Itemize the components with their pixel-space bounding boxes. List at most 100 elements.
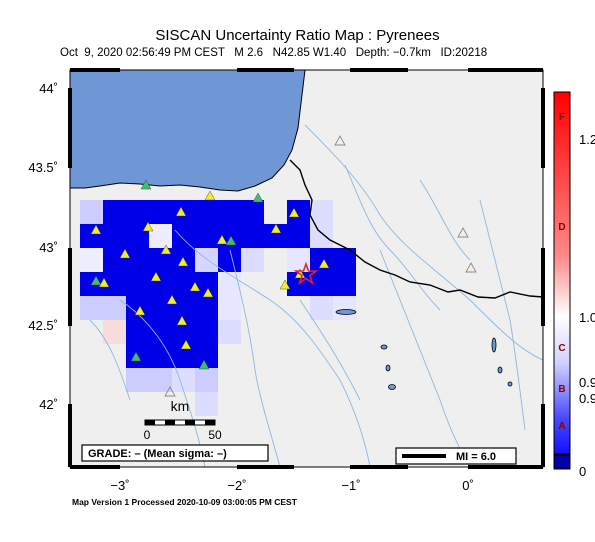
grade-letter: B <box>558 384 565 395</box>
mi-legend-text: MI = 6.0 <box>456 451 496 463</box>
station-triangle-icon <box>176 315 188 326</box>
uncertainty-cell <box>126 368 149 392</box>
uncertainty-cell <box>172 296 195 320</box>
latitude-labels: 44˚ 43.5˚ 43˚ 42.5˚ 42˚ <box>28 81 58 412</box>
uncertainty-cell <box>264 224 287 248</box>
uncertainty-cell <box>126 200 149 224</box>
uncertainty-cell <box>241 224 264 248</box>
station-triangle-icon <box>318 258 330 269</box>
station-triangle-icon <box>134 305 146 316</box>
uncertainty-cell <box>310 224 333 248</box>
uncertainty-cell <box>149 200 172 224</box>
uncertainty-cell <box>103 296 126 320</box>
station-triangle-icon <box>334 135 346 146</box>
station-triangle-icon <box>140 179 152 190</box>
uncertainty-cell <box>126 224 149 248</box>
station-triangle-icon <box>175 206 187 217</box>
uncertainty-cell <box>287 200 310 224</box>
uncertainty-cell <box>195 344 218 368</box>
uncertainty-cell <box>126 320 149 344</box>
uncertainty-cell <box>80 248 103 272</box>
station-triangle-icon <box>288 207 300 218</box>
uncertainty-cell <box>333 272 356 296</box>
uncertainty-cell <box>195 296 218 320</box>
uncertainty-cell <box>287 248 310 272</box>
uncertainty-cell <box>103 248 126 272</box>
ocean-area <box>70 70 306 192</box>
uncertainty-cell <box>149 344 172 368</box>
uncertainty-cell <box>149 272 172 296</box>
lat-label: 43˚ <box>39 240 58 255</box>
uncertainty-cell <box>103 224 126 248</box>
uncertainty-cell <box>172 368 195 392</box>
scale-end: 50 <box>208 428 222 442</box>
station-triangle-icon <box>130 351 142 362</box>
longitude-labels: −3˚ −2˚ −1˚ 0˚ <box>110 478 473 493</box>
colorbar-value: 0.9 <box>579 375 595 390</box>
colorbar-value: 0.9 <box>579 391 595 406</box>
uncertainty-cell <box>149 296 172 320</box>
uncertainty-cell <box>195 248 218 272</box>
scale-bar: km 0 50 <box>144 398 222 442</box>
lat-label: 43.5˚ <box>28 160 58 175</box>
uncertainty-cell <box>241 200 264 224</box>
station-triangle-icon <box>142 221 154 232</box>
scale-start: 0 <box>144 428 151 442</box>
uncertainty-cell <box>333 248 356 272</box>
lakes <box>335 309 513 390</box>
station-triangle-icon <box>180 339 192 350</box>
uncertainty-cell <box>333 296 356 320</box>
lat-label: 42˚ <box>39 397 58 412</box>
colorbar-value: 0 <box>579 464 586 479</box>
mi-legend: MI = 6.0 <box>395 447 517 465</box>
station-triangle-icon <box>90 275 102 286</box>
uncertainty-cell <box>172 344 195 368</box>
grade-text: GRADE: – (Mean sigma: –) <box>88 448 227 460</box>
uncertainty-cell <box>218 248 241 272</box>
uncertainty-cell <box>195 368 218 392</box>
uncertainty-cell <box>80 296 103 320</box>
event-subtitle: Oct 9, 2020 02:56:49 PM CEST M 2.6 N42.8… <box>60 47 488 59</box>
station-triangle-icon <box>465 262 477 273</box>
uncertainty-cell <box>103 320 126 344</box>
lat-label: 42.5˚ <box>28 318 58 333</box>
station-triangle-icon <box>225 235 237 246</box>
processing-footer: Map Version 1 Processed 2020-10-09 03:00… <box>72 497 297 507</box>
grade-letter: F <box>559 112 565 123</box>
uncertainty-cell <box>172 224 195 248</box>
uncertainty-cell <box>172 320 195 344</box>
uncertainty-cell <box>195 224 218 248</box>
uncertainty-cell <box>287 224 310 248</box>
lon-label: 0˚ <box>462 478 474 493</box>
uncertainty-cell <box>126 296 149 320</box>
lon-label: −3˚ <box>110 478 129 493</box>
frame-ticks <box>68 68 545 469</box>
uncertainty-cell <box>195 320 218 344</box>
border-line <box>289 159 543 299</box>
station-triangle-icon <box>160 244 172 255</box>
uncertainty-cell <box>172 272 195 296</box>
station-triangle-icon <box>189 281 201 292</box>
uncertainty-cell <box>126 248 149 272</box>
uncertainty-cell <box>310 272 333 296</box>
uncertainty-cell <box>126 272 149 296</box>
epicenter-star-icon <box>293 261 319 286</box>
uncertainty-cell <box>149 320 172 344</box>
grade-letter: A <box>558 421 565 432</box>
uncertainty-cell <box>195 200 218 224</box>
colorbar-value: 1.0 <box>579 310 595 325</box>
station-triangle-icon <box>216 234 228 245</box>
grade-box: GRADE: – (Mean sigma: –) <box>81 444 269 462</box>
uncertainty-cell <box>241 248 264 272</box>
scale-unit: km <box>171 398 190 414</box>
uncertainty-cell <box>103 272 126 296</box>
station-triangle-icon <box>204 190 216 201</box>
uncertainty-cell <box>310 248 333 272</box>
station-triangle-icon <box>198 359 210 370</box>
map-title: SISCAN Uncertainty Ratio Map : Pyrenees <box>155 27 440 44</box>
station-triangle-icon <box>98 277 110 288</box>
uncertainty-grid <box>80 200 356 416</box>
uncertainty-cell <box>103 200 126 224</box>
station-triangle-icon <box>252 192 264 203</box>
